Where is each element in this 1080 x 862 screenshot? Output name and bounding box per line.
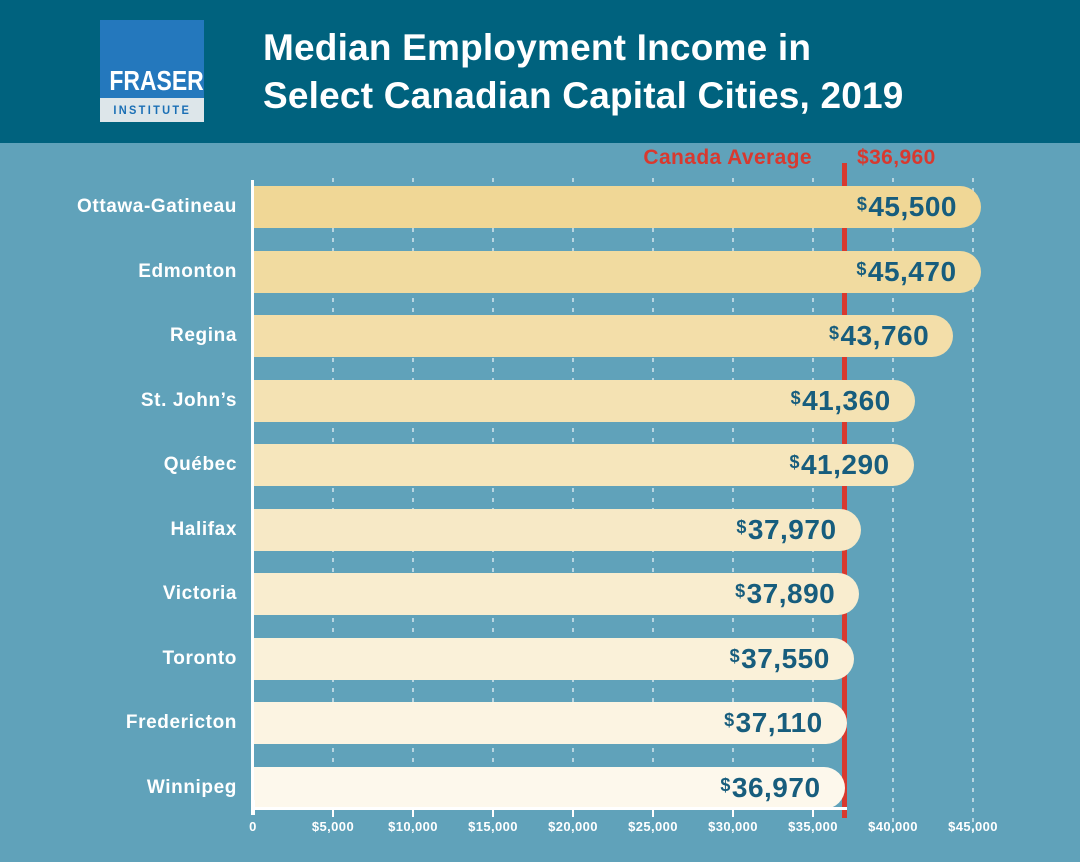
x-axis-line	[253, 807, 848, 810]
currency-sign: $	[720, 774, 731, 795]
bar-toronto: $37,550	[253, 637, 854, 680]
x-axis-tick	[572, 809, 574, 817]
x-axis-tick	[652, 809, 654, 817]
y-axis-line	[251, 180, 254, 810]
category-label: Halifax	[170, 518, 237, 540]
value-amount: 41,290	[800, 449, 890, 480]
x-axis-tick	[732, 809, 734, 817]
logo-name: FRASER	[109, 65, 204, 96]
category-label: Victoria	[162, 583, 237, 604]
value-label: $37,890	[735, 580, 835, 608]
canada-average-line	[841, 163, 847, 818]
logo-subtitle: INSTITUTE	[113, 103, 191, 117]
x-axis-tick	[812, 809, 814, 817]
currency-sign: $	[790, 387, 802, 408]
gridline	[572, 178, 574, 807]
category-label: Winnipeg	[146, 776, 237, 798]
currency-sign: $	[856, 194, 868, 214]
currency-sign: $	[724, 710, 735, 730]
header: FRASER INSTITUTE Median Employment Incom…	[0, 0, 1080, 143]
x-axis-tick-label: 0	[249, 819, 257, 834]
currency-sign: $	[736, 516, 747, 537]
category-label: Edmonton	[138, 260, 237, 282]
page-title-line2: Select Canadian Capital Cities, 2019	[263, 75, 904, 116]
x-axis-tick	[492, 809, 494, 817]
category-label: St. John’s	[140, 389, 237, 411]
value-label: $37,970	[736, 513, 837, 545]
value-amount: 41,360	[802, 384, 891, 416]
bar-halifax: $37,970	[253, 508, 861, 551]
x-axis-tick-label: $25,000	[628, 819, 678, 834]
gridline	[732, 178, 734, 807]
bar-chart: Canada Average $36,960 $45,500 Ottawa-Gat…	[0, 143, 1080, 862]
gridline	[412, 178, 414, 807]
value-amount: 45,500	[868, 191, 957, 222]
x-axis-tick-label: $30,000	[708, 819, 758, 834]
gridline	[492, 178, 494, 807]
x-axis-tick-label: $10,000	[388, 819, 438, 834]
page-title: Median Employment Income in Select Canad…	[263, 24, 904, 120]
bar-ottawa-gatineau: $45,500	[253, 186, 981, 228]
x-axis-tick	[412, 809, 414, 817]
page-title-line1: Median Employment Income in	[263, 27, 812, 68]
value-label: $37,550	[729, 642, 830, 674]
currency-sign: $	[729, 645, 741, 666]
value-label: $36,970	[720, 771, 821, 803]
x-axis-tick-label: $45,000	[948, 819, 998, 834]
currency-sign: $	[735, 581, 746, 601]
value-label: $43,760	[829, 322, 929, 350]
x-axis-tick-label: $5,000	[311, 819, 355, 834]
gridline	[652, 178, 654, 807]
category-label: Fredericton	[125, 712, 237, 733]
canada-average-value: $36,960	[857, 146, 936, 169]
bar-victoria: $37,890	[253, 573, 860, 615]
bar-edmonton: $45,470	[253, 250, 981, 293]
bar-st-john-s: $41,360	[253, 379, 915, 422]
currency-sign: $	[856, 258, 867, 279]
value-amount: 37,110	[735, 707, 823, 738]
value-amount: 43,760	[840, 320, 930, 351]
value-label: $41,360	[790, 384, 891, 416]
value-amount: 45,470	[867, 255, 957, 287]
x-axis-tick	[251, 800, 255, 815]
bar-regina: $43,760	[253, 315, 954, 357]
gridline	[812, 178, 814, 807]
bar-qu-bec: $41,290	[253, 444, 914, 486]
value-label: $45,470	[856, 255, 957, 287]
x-axis-tick-label: $20,000	[548, 819, 598, 834]
gridline	[892, 178, 894, 838]
value-label: $41,290	[789, 451, 889, 479]
canada-average-label: Canada Average	[643, 146, 812, 169]
category-label: Ottawa-Gatineau	[77, 196, 237, 217]
value-label: $45,500	[857, 193, 957, 221]
x-axis-tick-label: $35,000	[788, 819, 838, 834]
gridline	[332, 178, 334, 807]
value-amount: 36,970	[731, 771, 821, 803]
category-label: Québec	[163, 454, 237, 475]
value-amount: 37,550	[741, 642, 830, 674]
x-axis-tick-label: $40,000	[868, 819, 918, 834]
bar-fredericton: $37,110	[253, 702, 847, 744]
value-amount: 37,890	[746, 578, 836, 609]
x-axis-tick-label: $15,000	[468, 819, 518, 834]
value-label: $37,110	[724, 709, 823, 737]
bar-winnipeg: $36,970	[253, 766, 845, 809]
category-label: Regina	[170, 325, 237, 346]
value-amount: 37,970	[747, 513, 837, 545]
category-label: Toronto	[162, 647, 237, 669]
currency-sign: $	[829, 323, 840, 343]
gridline	[972, 178, 974, 838]
currency-sign: $	[789, 452, 800, 472]
fraser-institute-logo: FRASER INSTITUTE	[100, 20, 204, 122]
x-axis-tick	[332, 809, 334, 817]
logo-strip: INSTITUTE	[100, 98, 204, 122]
